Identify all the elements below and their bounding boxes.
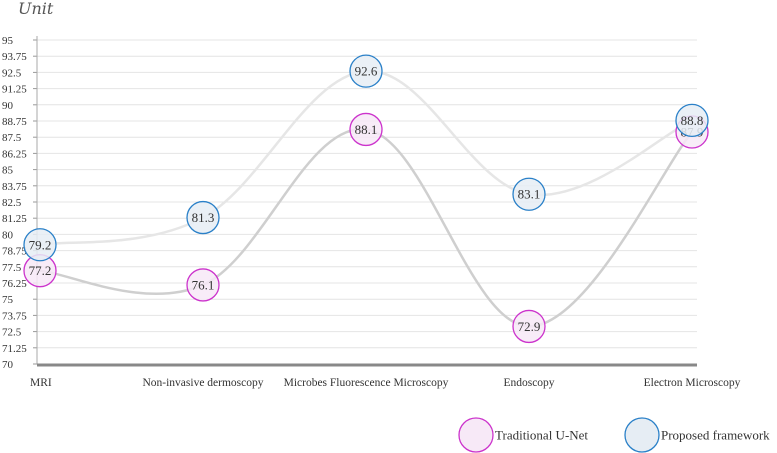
data-label: 83.1	[518, 187, 541, 202]
legend-label: Proposed framework	[661, 428, 770, 443]
y-tick-label: 93.75	[2, 51, 27, 63]
y-tick-label: 76.25	[2, 278, 27, 290]
y-tick-label: 83.75	[2, 181, 27, 193]
y-tick-label: 75	[2, 294, 14, 306]
legend-swatch	[624, 417, 660, 453]
x-axis-categories: MRI Non-invasive dermoscopy Microbes Fluor…	[30, 377, 741, 389]
y-tick-label: 80	[2, 229, 14, 241]
y-tick-label: 90	[2, 100, 14, 112]
legend: Traditional U-Net Proposed framework	[458, 417, 770, 453]
data-point-marker	[512, 177, 546, 211]
y-axis-ticks: 70 71.25 72.5 73.75 75 76.25 77.5 78.75 80 81.25 8…	[2, 35, 37, 371]
y-axis-title: Unit	[18, 0, 54, 18]
y-tick-label: 87.5	[2, 132, 22, 144]
y-tick-label: 70	[2, 359, 14, 371]
data-point-marker	[349, 112, 383, 147]
y-tick-label: 92.5	[2, 67, 22, 79]
y-tick-label: 82.5	[2, 197, 22, 209]
y-tick-label: 72.5	[2, 327, 22, 339]
y-tick-label: 85	[2, 165, 14, 177]
data-point-marker	[186, 268, 220, 302]
legend-label: Traditional U-Net	[495, 428, 588, 443]
x-category-label: MRI	[30, 377, 52, 389]
data-label: 81.3	[192, 210, 215, 225]
data-label: 77.2	[29, 263, 52, 278]
x-category-label: Microbes Fluorescence Microscopy	[284, 377, 449, 389]
y-tick-label: 73.75	[2, 310, 27, 322]
series-lines	[39, 69, 693, 328]
axes	[36, 36, 697, 367]
data-label: 76.1	[192, 277, 215, 292]
grid-lines	[37, 39, 697, 365]
legend-swatch	[458, 417, 494, 453]
data-point-marker	[675, 103, 709, 138]
series-line	[39, 128, 693, 328]
x-category-label: Non-invasive dermoscopy	[142, 377, 263, 389]
y-tick-label: 78.75	[2, 246, 27, 258]
y-tick-label: 95	[2, 35, 14, 47]
data-label: 92.6	[355, 64, 378, 79]
y-tick-label: 77.5	[2, 262, 22, 274]
series-markers: 77.276.188.172.987.979.281.392.683.188.8	[23, 54, 709, 344]
y-tick-label: 86.25	[2, 148, 27, 160]
data-label: 79.2	[29, 237, 52, 252]
data-point-marker	[23, 228, 57, 262]
y-tick-label: 71.25	[2, 343, 27, 355]
data-label: 72.9	[518, 319, 541, 334]
data-point-marker	[186, 200, 220, 235]
series-line	[39, 69, 693, 247]
y-tick-label: 88.75	[2, 116, 27, 128]
data-label: 88.8	[681, 113, 704, 128]
x-category-label: Electron Microscopy	[644, 377, 741, 389]
x-category-label: Endoscopy	[503, 377, 554, 389]
data-point-marker	[512, 309, 546, 344]
y-tick-label: 91.25	[2, 84, 27, 96]
y-tick-label: 81.25	[2, 213, 27, 225]
data-point-marker	[349, 54, 383, 88]
data-label: 88.1	[355, 122, 378, 137]
